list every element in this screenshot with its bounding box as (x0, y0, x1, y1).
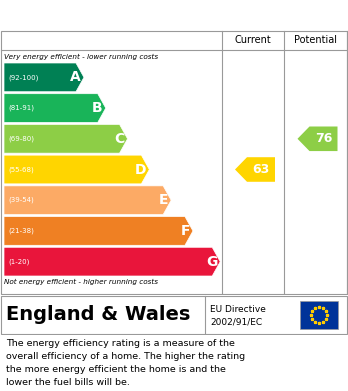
Text: (81-91): (81-91) (8, 105, 34, 111)
Text: 2002/91/EC: 2002/91/EC (210, 318, 262, 327)
Polygon shape (4, 186, 171, 215)
Text: (21-38): (21-38) (8, 228, 34, 234)
Text: (69-80): (69-80) (8, 136, 34, 142)
Text: (55-68): (55-68) (8, 166, 34, 173)
Polygon shape (4, 247, 220, 276)
Text: A: A (70, 70, 81, 84)
Text: (39-54): (39-54) (8, 197, 34, 203)
Polygon shape (4, 155, 149, 184)
Text: Energy Efficiency Rating: Energy Efficiency Rating (10, 7, 220, 23)
Text: B: B (92, 101, 103, 115)
Polygon shape (4, 217, 193, 245)
Polygon shape (4, 63, 84, 92)
Text: Very energy efficient - lower running costs: Very energy efficient - lower running co… (4, 54, 158, 60)
Polygon shape (4, 94, 106, 122)
Text: 76: 76 (315, 132, 332, 145)
Text: D: D (135, 163, 147, 176)
Text: G: G (206, 255, 217, 269)
Text: England & Wales: England & Wales (6, 305, 190, 325)
Text: 63: 63 (252, 163, 270, 176)
Bar (300, 301, 338, 329)
Text: The energy efficiency rating is a measure of the
overall efficiency of a home. T: The energy efficiency rating is a measur… (6, 339, 245, 387)
Text: Potential: Potential (294, 35, 337, 45)
Text: Not energy efficient - higher running costs: Not energy efficient - higher running co… (4, 279, 158, 285)
Polygon shape (298, 127, 338, 151)
Polygon shape (235, 157, 275, 182)
Text: (1-20): (1-20) (8, 258, 29, 265)
Text: C: C (114, 132, 125, 146)
Text: E: E (159, 193, 168, 207)
Text: (92-100): (92-100) (8, 74, 38, 81)
Text: Current: Current (235, 35, 271, 45)
Polygon shape (4, 124, 127, 153)
Text: EU Directive: EU Directive (210, 305, 266, 314)
Text: F: F (181, 224, 190, 238)
